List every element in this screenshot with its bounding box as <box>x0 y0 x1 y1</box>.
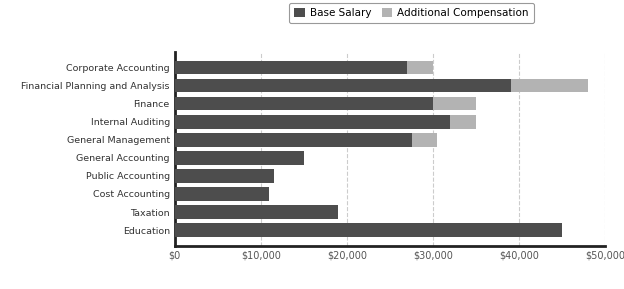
Bar <box>175 133 412 147</box>
Bar <box>175 61 407 74</box>
Bar <box>175 97 433 110</box>
Bar <box>175 79 510 92</box>
Bar <box>175 169 274 183</box>
Bar <box>175 187 270 201</box>
Bar <box>451 115 476 129</box>
Bar <box>510 79 588 92</box>
Bar <box>412 133 437 147</box>
Bar <box>175 205 338 219</box>
Bar <box>433 97 476 110</box>
Bar <box>407 61 433 74</box>
Bar <box>175 115 451 129</box>
Legend: Base Salary, Additional Compensation: Base Salary, Additional Compensation <box>289 3 534 23</box>
Bar <box>175 223 562 237</box>
Bar <box>175 151 304 165</box>
